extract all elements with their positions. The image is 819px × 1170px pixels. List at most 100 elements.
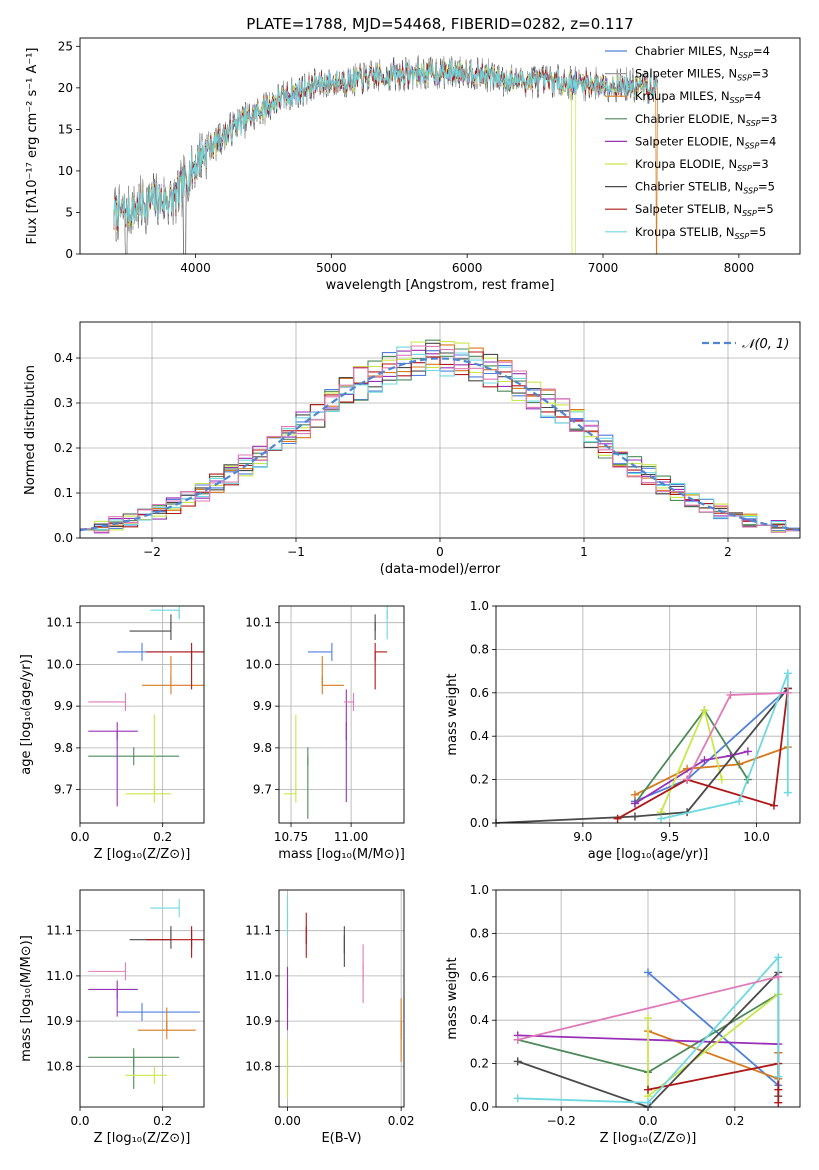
legend-subscript: SSP	[745, 141, 760, 150]
x-tick-label: 6000	[452, 261, 483, 275]
y-tick-label: 10.9	[245, 1014, 272, 1028]
weight-point-marker	[613, 814, 622, 823]
legend-subscript: SSP	[738, 51, 753, 60]
x-tick-label: 9.0	[573, 830, 592, 844]
weight-point-marker	[783, 788, 792, 797]
weight-point-marker	[735, 797, 744, 806]
y-tick-label: 0.4	[470, 729, 489, 743]
y-axis-label: age [log₁₀(age/yr)]	[19, 654, 34, 775]
chart-residuals: −2 −1 0 1 2 0.0 0.1 0.2 0.3 0.4 (data-model)/error…	[23, 321, 801, 577]
y-tick-label: 0	[65, 247, 73, 261]
y-tick-label: 0.0	[54, 531, 73, 545]
legend-entry: Chabrier ELODIE, NSSP=3	[635, 112, 777, 128]
weight-series-line	[617, 688, 789, 820]
plot-frame	[79, 605, 205, 824]
legend-entry: Chabrier MILES, NSSP=4	[635, 44, 770, 60]
plot-frame	[495, 605, 801, 824]
y-tick-label: 0.4	[470, 1013, 489, 1027]
weight-point-marker	[774, 972, 783, 981]
x-tick-label: −0.2	[547, 1114, 576, 1128]
x-tick-label: 0.2	[153, 830, 172, 844]
y-tick-label: 10	[58, 164, 73, 178]
weight-point-marker	[513, 1094, 522, 1103]
chart-spectrum: 4000 5000 6000 7000 8000 0 5 10 15 20 25 wavelength…	[25, 37, 801, 293]
legend-label: Kroupa ELODIE, N	[635, 157, 737, 171]
y-tick-label: 0.2	[470, 1057, 489, 1071]
x-tick-label: 2	[724, 545, 732, 559]
y-tick-label: 11.1	[245, 924, 272, 938]
legend-count: =5	[758, 180, 775, 194]
weight-point-marker	[769, 801, 778, 810]
plot-frame	[79, 321, 801, 539]
x-tick-label: 7000	[588, 261, 619, 275]
y-tick-label: 1.0	[470, 883, 489, 897]
legend-count: =3	[752, 67, 769, 81]
weight-point-marker	[743, 747, 752, 756]
y-tick-label: 10.1	[46, 616, 73, 630]
weight-series-line	[634, 687, 789, 803]
x-axis-label: mass [log₁₀(M/M⊙)]	[278, 847, 405, 862]
y-tick-label: 0.1	[54, 486, 73, 500]
histogram-step	[80, 351, 800, 531]
weight-point-marker	[774, 953, 783, 962]
y-tick-label: 0.3	[54, 396, 73, 410]
x-axis-label: Z [log₁₀(Z/Z⊙)]	[94, 1131, 191, 1146]
x-tick-label: 0	[436, 545, 444, 559]
weight-point-marker	[630, 799, 639, 808]
weight-point-marker	[717, 775, 726, 784]
y-tick-label: 1.0	[470, 599, 489, 613]
x-axis-label: Z [log₁₀(Z/Z⊙)]	[600, 1131, 697, 1146]
legend-label: Salpeter MILES, N	[635, 67, 737, 81]
chart-mass_vs_Z: 0.0 0.2 10.8 10.9 11.0 11.1 Z [log₁₀(Z/Z⊙)] mas…	[19, 889, 205, 1146]
y-tick-label: 5	[65, 205, 73, 219]
weight-series-line	[634, 750, 749, 805]
y-tick-label: 10.0	[245, 657, 272, 671]
y-tick-label: 0.2	[470, 773, 489, 787]
legend-subscript: SSP	[737, 164, 752, 173]
legend-subscript: SSP	[743, 187, 758, 196]
plot-frame	[278, 889, 405, 1108]
x-axis-label: (data-model)/error	[380, 562, 501, 577]
legend-entry: Salpeter MILES, NSSP=3	[635, 67, 769, 83]
weight-point-marker	[774, 1085, 783, 1094]
weight-point-marker	[774, 1098, 783, 1107]
y-tick-label: 25	[58, 39, 73, 53]
y-axis-label: Flux [fλ10⁻¹⁷ erg cm⁻² s⁻¹ A⁻¹]	[25, 48, 40, 245]
y-tick-label: 0.8	[470, 642, 489, 656]
legend-subscript: SSP	[742, 209, 757, 218]
x-tick-label: 4000	[180, 261, 211, 275]
x-tick-label: 0.0	[638, 1114, 657, 1128]
weight-series-line	[647, 1062, 780, 1103]
y-tick-label: 0.6	[470, 970, 489, 984]
plot-frame	[79, 889, 205, 1108]
weight-point-marker	[644, 968, 652, 977]
x-tick-label: 10.0	[743, 830, 770, 844]
x-tick-label: 1	[580, 545, 588, 559]
weight-series-line	[647, 1030, 780, 1081]
legend-label: Kroupa STELIB, N	[635, 225, 735, 239]
y-tick-label: 10.0	[46, 657, 73, 671]
x-axis-label: Z [log₁₀(Z/Z⊙)]	[94, 847, 191, 862]
chart-age_vs_Z: 0.0 0.2 9.7 9.8 9.9 10.0 10.1 Z [log₁₀(Z/Z⊙)] ag…	[19, 605, 205, 862]
legend-subscript: SSP	[730, 96, 745, 105]
x-tick-label: −2	[143, 545, 161, 559]
x-tick-label: 10.75	[274, 830, 308, 844]
legend-entry: Kroupa ELODIE, NSSP=3	[635, 157, 769, 173]
plot-frame	[495, 889, 801, 1108]
legend-subscript: SSP	[746, 119, 761, 128]
y-axis-label: mass weight	[445, 957, 460, 1039]
histogram-step	[80, 340, 800, 532]
x-tick-label: 5000	[316, 261, 347, 275]
legend-label: Salpeter STELIB, N	[635, 202, 742, 216]
chart-mass_vs_EBV: 0.00 0.02 10.8 10.9 11.0 11.1 E(B-V)	[245, 889, 415, 1146]
y-tick-label: 10.1	[245, 616, 272, 630]
legend-label: Chabrier STELIB, N	[635, 180, 743, 194]
y-tick-label: 0.2	[54, 441, 73, 455]
legend-entry: 𝒩(0, 1)	[742, 337, 789, 352]
weight-point-marker	[774, 1072, 783, 1081]
weight-point-marker	[657, 814, 666, 823]
y-tick-label: 0.4	[54, 351, 73, 365]
legend-entry: Kroupa STELIB, NSSP=5	[635, 225, 766, 241]
x-axis-label: age [log₁₀(age/yr)]	[588, 847, 709, 862]
